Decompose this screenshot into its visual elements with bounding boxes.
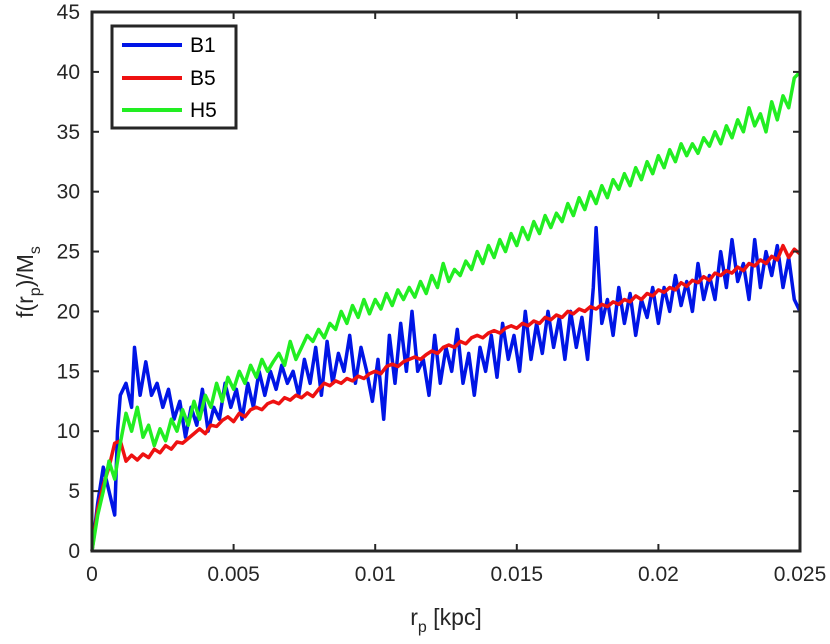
legend: B1 B5 H5 [110,24,238,130]
y-tick-label: 0 [68,540,80,563]
x-tick-label: 0 [86,563,98,586]
x-axis-label: rp [kpc] [410,604,482,636]
legend-label-b1: B1 [190,34,216,57]
y-axis-label-sub1: p [27,287,44,296]
series-line-h5 [90,70,802,552]
series-layer [90,70,802,552]
y-tick-label: 25 [57,241,80,264]
y-axis-label: f(rp)/Ms [12,246,44,318]
x-tick-label: 0.015 [491,563,544,586]
y-tick-label: 5 [68,480,80,503]
x-tick-label: 0.005 [207,563,260,586]
ticks-layer: 0 0.005 0.01 0.015 0.02 0.025 0 5 10 15 20 25 30 35 40… [57,1,827,586]
legend-label-h5: H5 [190,99,217,122]
x-axis-label-main: r [410,604,418,630]
y-tick-label: 10 [57,420,80,443]
x-tick-label: 0.025 [774,563,827,586]
series-line-b5 [90,243,802,552]
y-tick-label: 45 [57,1,80,24]
y-tick-label: 40 [57,61,80,84]
y-tick-label: 35 [57,121,80,144]
y-tick-label: 30 [57,181,80,204]
plot-frame [90,10,802,553]
x-tick-label: 0.01 [355,563,396,586]
y-axis-label-p2: )/M [12,254,38,287]
x-axis-label-sub: p [418,619,427,636]
x-tick-label: 0.02 [638,563,679,586]
legend-label-b5: B5 [190,67,216,90]
y-tick-label: 15 [57,360,80,383]
y-tick-label: 20 [57,300,80,323]
y-axis-label-p1: f(r [12,296,38,318]
y-axis-label-sub2: s [27,246,44,254]
x-axis-label-rest: [kpc] [427,604,482,630]
